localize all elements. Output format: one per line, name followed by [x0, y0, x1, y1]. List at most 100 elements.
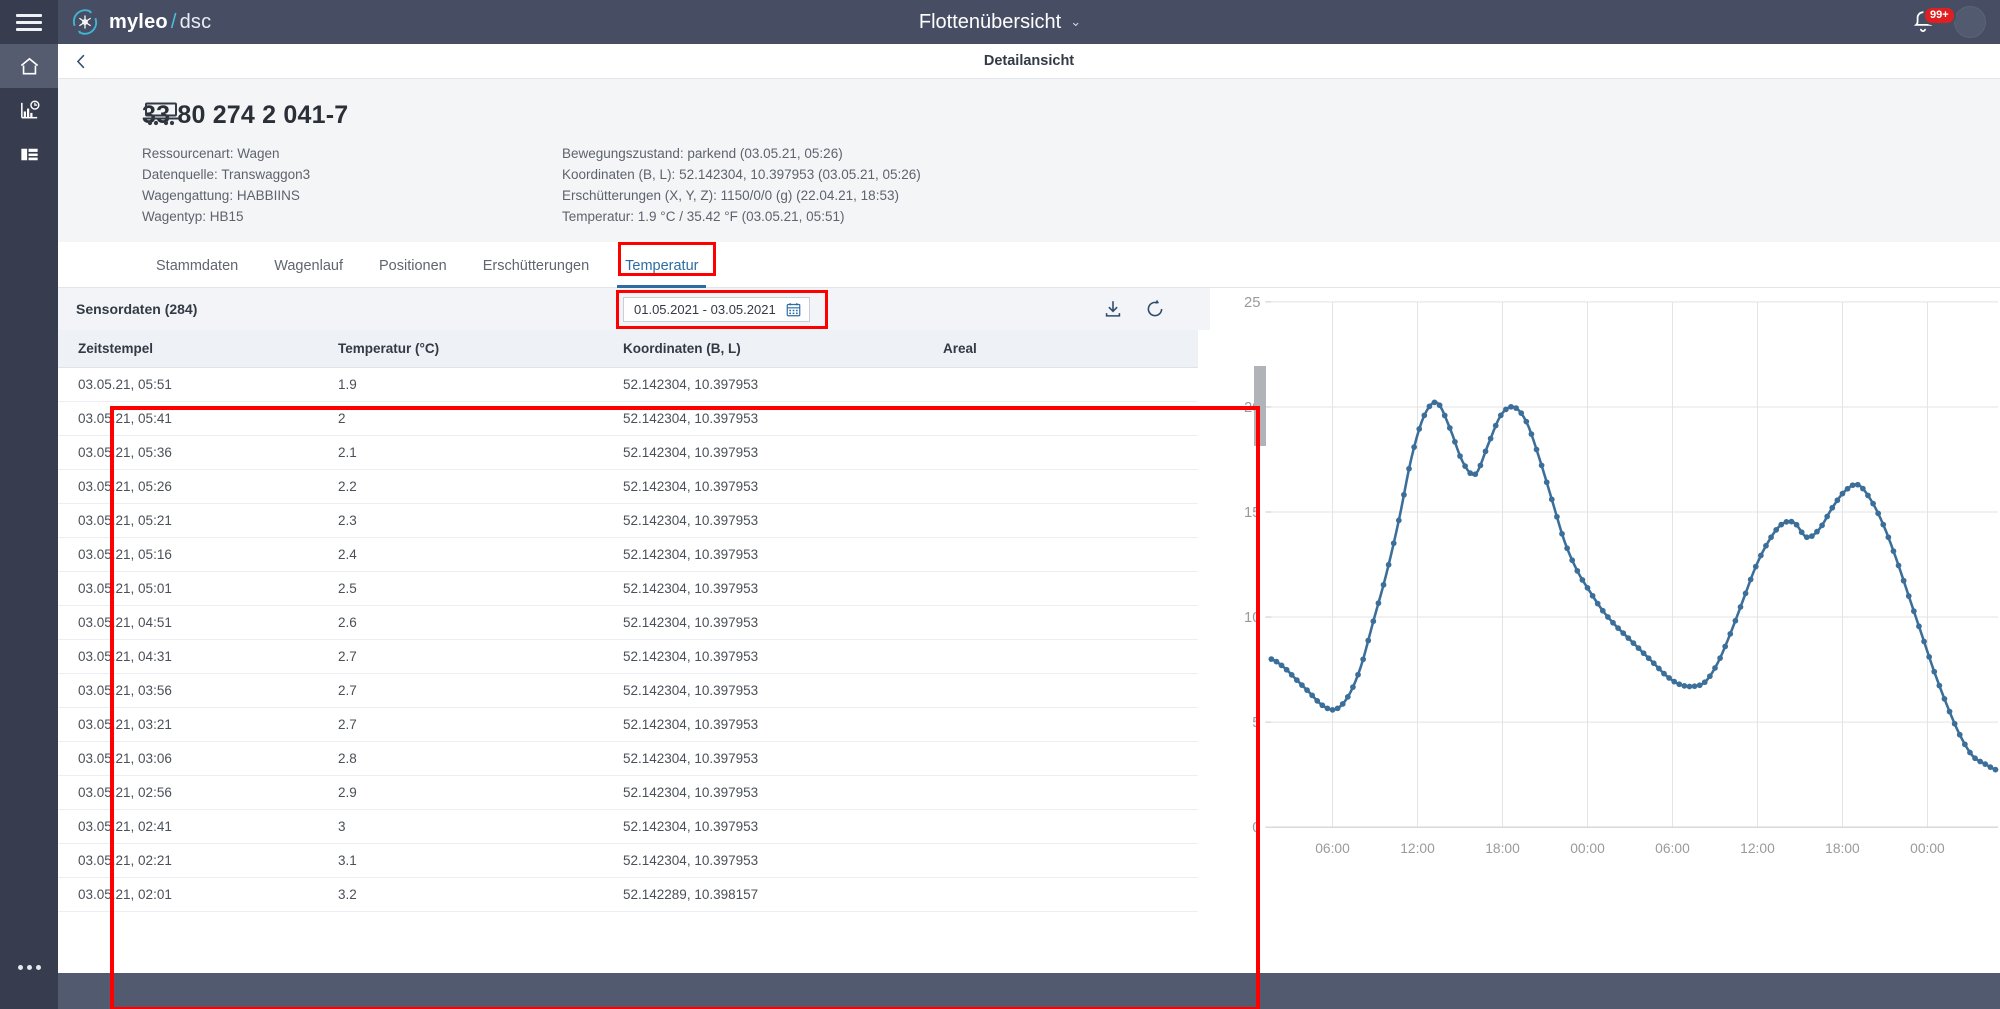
cell-zeitstempel: 03.05.21, 02:41: [58, 809, 338, 844]
brand-primary: myleo: [109, 10, 168, 33]
table-row[interactable]: 03.05.21, 01:513.252.142289, 10.398157: [58, 911, 1198, 913]
table-header-row: Zeitstempel Temperatur (°C) Koordinaten …: [58, 329, 1198, 368]
cell-areal: [943, 367, 1198, 402]
cell-zeitstempel: 03.05.21, 03:56: [58, 673, 338, 708]
table-row[interactable]: 03.05.21, 03:21 2.7 52.142304, 10.397953: [58, 707, 1198, 742]
table-scrollbar-thumb[interactable]: [1254, 366, 1266, 446]
chevron-left-icon: [76, 54, 84, 68]
cell-zeitstempel: 03.05.21, 05:01: [58, 571, 338, 606]
table-row[interactable]: 03.05.21, 03:06 2.8 52.142304, 10.397953: [58, 741, 1198, 776]
footer-rail-spacer: [0, 973, 58, 1009]
cell-temperatur: 2.7: [338, 707, 623, 742]
sensor-data-toolbar: Sensordaten (284) 01.05.2021 - 03.05.202…: [58, 287, 1210, 330]
cell-areal: [943, 639, 1198, 674]
sensor-data-panel: Sensordaten (284) 01.05.2021 - 03.05.202…: [58, 287, 1210, 990]
more-options-icon[interactable]: [0, 957, 58, 975]
sidebar-item-analytics[interactable]: [0, 88, 58, 132]
table-scrollbar-track[interactable]: [1254, 366, 1266, 976]
refresh-icon[interactable]: [1144, 298, 1166, 320]
cell-areal: [943, 605, 1198, 640]
cell-zeitstempel: 03.05.21, 05:21: [58, 503, 338, 538]
table-row[interactable]: 03.05.21, 05:01 2.5 52.142304, 10.397953: [58, 571, 1198, 606]
notifications-button[interactable]: 99+: [1910, 6, 1956, 35]
table-row[interactable]: 03.05.21, 05:26 2.2 52.142304, 10.397953: [58, 469, 1198, 504]
table-row[interactable]: 03.05.21, 05:21 2.3 52.142304, 10.397953: [58, 503, 1198, 538]
cell-temperatur: 2.1: [338, 435, 623, 470]
date-range-input[interactable]: 01.05.2021 - 03.05.2021: [623, 296, 810, 322]
table-row[interactable]: 03.05.21, 02:01 3.2 52.142289, 10.398157: [58, 877, 1198, 912]
footer-bar: [58, 973, 2000, 1009]
brand-text: myleo / dsc: [109, 11, 211, 34]
column-header-temperatur[interactable]: Temperatur (°C): [338, 329, 623, 368]
column-header-areal[interactable]: Areal: [943, 329, 1198, 368]
meta-line: Ressourcenart: Wagen: [142, 146, 280, 161]
chevron-down-icon: ⌄: [1070, 14, 1082, 29]
table-row[interactable]: 03.05.21, 02:56 2.9 52.142304, 10.397953: [58, 775, 1198, 810]
tab-stammdaten[interactable]: Stammdaten: [156, 257, 239, 274]
analytics-clock-icon: [20, 99, 40, 118]
tab-positionen[interactable]: Positionen: [379, 257, 447, 274]
cell-areal: [943, 673, 1198, 708]
table-row[interactable]: 03.05.21, 04:31 2.7 52.142304, 10.397953: [58, 639, 1198, 674]
meta-line: Temperatur: 1.9 °C / 35.42 °F (03.05.21,…: [562, 208, 845, 224]
back-button[interactable]: [58, 44, 104, 78]
avatar[interactable]: [1954, 6, 1986, 38]
resource-title-line: 33 80 274 2 041-7: [58, 101, 2000, 130]
tab-erschuetterungen[interactable]: Erschütterungen: [482, 257, 590, 274]
cell-koordinaten: 52.142304, 10.397953: [623, 435, 943, 470]
cell-zeitstempel: 03.05.21, 04:31: [58, 639, 338, 674]
cell-areal: [943, 435, 1198, 470]
chart-x-tick-labels: 06:00 12:00 18:00 00:00 06:00 12:00 18:00 00:00: [1315, 840, 1945, 856]
cell-temperatur: 3.1: [338, 843, 623, 878]
brand-logo-link[interactable]: myleo / dsc: [58, 7, 211, 37]
resource-info-block: 33 80 274 2 041-7 Ressourcenart: Wagen D…: [58, 79, 2000, 242]
cell-temperatur: 2.3: [338, 503, 623, 538]
cell-zeitstempel: 03.05.21, 03:21: [58, 707, 338, 742]
table-row[interactable]: 03.05.21, 05:16 2.4 52.142304, 10.397953: [58, 537, 1198, 572]
sidebar-item-dashboard[interactable]: [0, 132, 58, 176]
sensor-data-table-scroll[interactable]: Zeitstempel Temperatur (°C) Koordinaten …: [58, 329, 1210, 913]
cell-areal: [943, 775, 1198, 810]
table-row[interactable]: 03.05.21, 03:56 2.7 52.142304, 10.397953: [58, 673, 1198, 708]
cell-temperatur: 2.8: [338, 741, 623, 776]
meta-line: Erschütterungen (X, Y, Z): 1150/0/0 (g) …: [562, 187, 899, 203]
cell-temperatur: 3.2: [338, 877, 623, 912]
cell-temperatur: 2.7: [338, 639, 623, 674]
meta-line: Wagentyp: HB15: [142, 208, 244, 224]
left-nav-rail: [0, 44, 58, 1009]
cell-areal: [943, 809, 1198, 844]
cell-temperatur: 2.9: [338, 775, 623, 810]
table-row[interactable]: 03.05.21, 05:36 2.1 52.142304, 10.397953: [58, 435, 1198, 470]
cell-areal: [943, 741, 1198, 776]
tab-wagenlauf[interactable]: Wagenlauf: [274, 257, 344, 274]
column-header-koordinaten[interactable]: Koordinaten (B, L): [623, 329, 943, 368]
table-row[interactable]: 03.05.21, 04:51 2.6 52.142304, 10.397953: [58, 605, 1198, 640]
cell-temperatur: 2: [338, 401, 623, 436]
railway-wagon-icon: [143, 102, 179, 126]
cell-koordinaten: 52.142304, 10.397953: [623, 469, 943, 504]
main-split: Sensordaten (284) 01.05.2021 - 03.05.202…: [58, 287, 2000, 990]
download-icon[interactable]: [1102, 298, 1124, 320]
cell-koordinaten: 52.142304, 10.397953: [623, 843, 943, 878]
meta-line: Koordinaten (B, L): 52.142304, 10.397953…: [562, 166, 921, 182]
cell-zeitstempel: 03.05.21, 01:51: [58, 911, 338, 913]
svg-text:18:00: 18:00: [1485, 840, 1520, 856]
table-row[interactable]: 03.05.21, 02:41 3 52.142304, 10.397953: [58, 809, 1198, 844]
table-row[interactable]: 03.05.21, 02:21 3.1 52.142304, 10.397953: [58, 843, 1198, 878]
top-bar-actions: 99+: [1910, 0, 1986, 44]
chart-series-line: [1270, 400, 1999, 772]
cell-koordinaten: 52.142304, 10.397953: [623, 741, 943, 776]
column-header-zeitstempel[interactable]: Zeitstempel: [58, 329, 338, 368]
cell-areal: [943, 469, 1198, 504]
table-row[interactable]: 03.05.21, 05:51 1.9 52.142304, 10.397953: [58, 367, 1198, 402]
cell-areal: [943, 537, 1198, 572]
hamburger-menu-button[interactable]: [0, 0, 58, 44]
tab-temperatur[interactable]: Temperatur: [607, 258, 716, 288]
table-row[interactable]: 03.05.21, 05:41 2 52.142304, 10.397953: [58, 401, 1198, 436]
cell-zeitstempel: 03.05.21, 05:51: [58, 367, 338, 402]
page-title: Detailansicht: [983, 53, 1075, 69]
sidebar-item-home[interactable]: [0, 44, 58, 88]
page-switcher-button[interactable]: Flottenübersicht ⌄: [919, 11, 1081, 34]
